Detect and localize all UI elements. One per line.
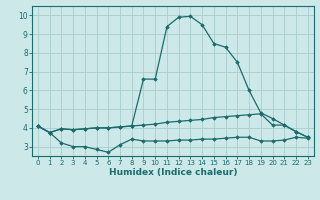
X-axis label: Humidex (Indice chaleur): Humidex (Indice chaleur) <box>108 168 237 177</box>
